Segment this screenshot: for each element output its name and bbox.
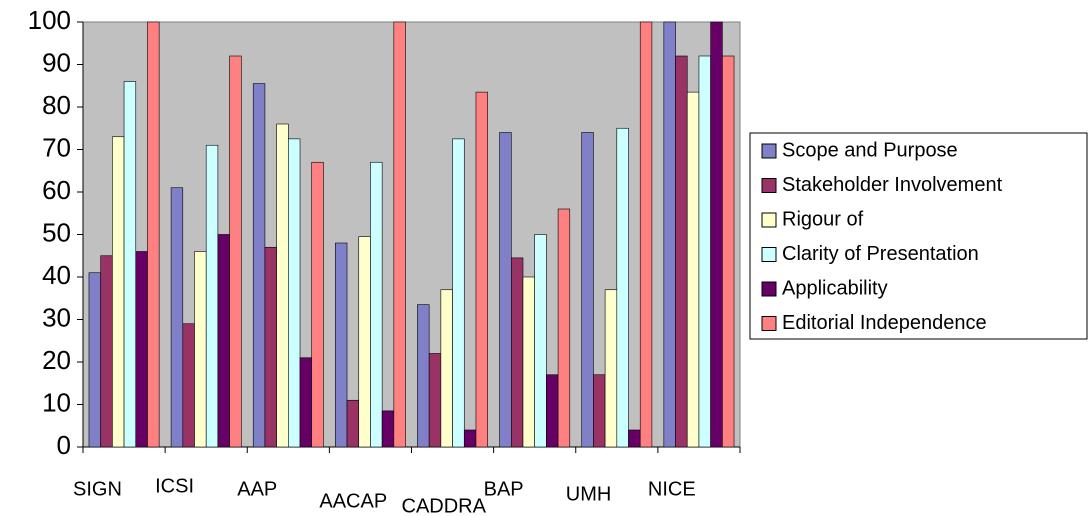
y-tick-label: 0 xyxy=(57,430,71,460)
bar xyxy=(88,272,101,448)
bar xyxy=(604,289,618,448)
bar xyxy=(593,374,606,448)
x-tick-label: BAP xyxy=(484,478,524,500)
legend-swatch xyxy=(761,316,777,331)
bar xyxy=(393,21,406,448)
bar xyxy=(463,429,477,448)
bar xyxy=(663,21,676,448)
x-tick-label: CADDRA xyxy=(402,495,487,516)
bar xyxy=(581,132,594,448)
bar xyxy=(217,234,230,448)
y-tick-label: 20 xyxy=(42,345,71,375)
bar xyxy=(698,55,711,448)
bar xyxy=(428,353,442,448)
bar xyxy=(475,91,488,448)
bar xyxy=(370,161,383,448)
y-tick-label: 100 xyxy=(28,5,71,35)
x-tick-label: AAP xyxy=(237,478,277,500)
bar xyxy=(194,251,207,448)
bar xyxy=(229,55,242,448)
legend-label: Clarity of Presentation xyxy=(782,243,979,265)
bar xyxy=(616,127,629,448)
bar xyxy=(288,138,301,448)
bar xyxy=(276,123,289,448)
bar xyxy=(147,21,160,448)
bar xyxy=(710,21,723,448)
y-tick-label: 70 xyxy=(42,132,71,162)
bar xyxy=(686,91,700,448)
x-tick-label: AACAP xyxy=(319,490,387,512)
legend-label: Stakeholder Involvement xyxy=(782,174,1003,196)
bar xyxy=(722,55,735,448)
legend-label: Rigour of xyxy=(782,208,864,230)
y-tick-label: 10 xyxy=(42,387,71,417)
bar xyxy=(534,234,547,448)
x-tick-label: SIGN xyxy=(73,478,122,500)
bar xyxy=(358,236,371,448)
legend-swatch xyxy=(761,281,777,297)
y-tick-label: 50 xyxy=(42,217,71,247)
bar xyxy=(311,161,324,448)
bar xyxy=(100,255,113,448)
bar xyxy=(205,144,219,448)
bar xyxy=(135,251,148,448)
bar xyxy=(510,257,524,448)
legend-swatch xyxy=(761,178,777,193)
bar xyxy=(252,83,266,448)
x-tick-label: UMH xyxy=(566,483,612,505)
bar xyxy=(170,187,184,448)
bar xyxy=(381,410,395,448)
bar xyxy=(440,289,453,448)
legend-swatch xyxy=(761,143,777,159)
legend-label: Editorial Independence xyxy=(782,312,987,334)
bar xyxy=(628,429,641,448)
y-tick-label: 40 xyxy=(42,260,71,290)
bar xyxy=(452,138,465,448)
bar xyxy=(123,81,137,448)
legend-label: Applicability xyxy=(782,277,888,299)
bar xyxy=(299,357,313,448)
bar xyxy=(264,246,277,448)
legend-swatch xyxy=(761,212,777,228)
bar xyxy=(557,208,571,448)
y-tick-label: 90 xyxy=(42,47,71,77)
legend-box xyxy=(749,132,1088,340)
bar xyxy=(182,323,195,448)
bar xyxy=(112,136,125,448)
bar xyxy=(499,132,512,448)
bar xyxy=(335,242,348,448)
y-tick-label: 60 xyxy=(42,175,71,205)
bar xyxy=(346,399,360,448)
bar xyxy=(675,55,688,448)
y-tick-label: 80 xyxy=(42,90,71,120)
x-tick-label: ICSI xyxy=(155,475,194,497)
legend-label: Scope and Purpose xyxy=(782,139,958,161)
bar xyxy=(522,276,535,448)
x-tick-label: NICE xyxy=(648,478,696,500)
legend-swatch xyxy=(761,247,777,262)
bar xyxy=(417,304,430,448)
y-tick-label: 30 xyxy=(42,302,71,332)
bar xyxy=(639,21,653,448)
bar xyxy=(546,374,559,448)
